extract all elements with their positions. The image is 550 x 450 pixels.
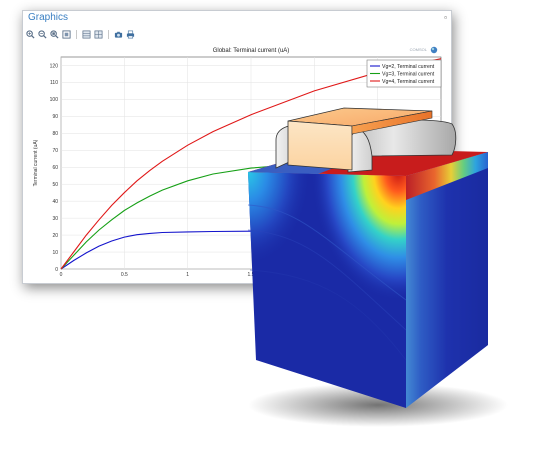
hot-region-front [248,172,406,408]
gate-contact-front [288,121,352,170]
